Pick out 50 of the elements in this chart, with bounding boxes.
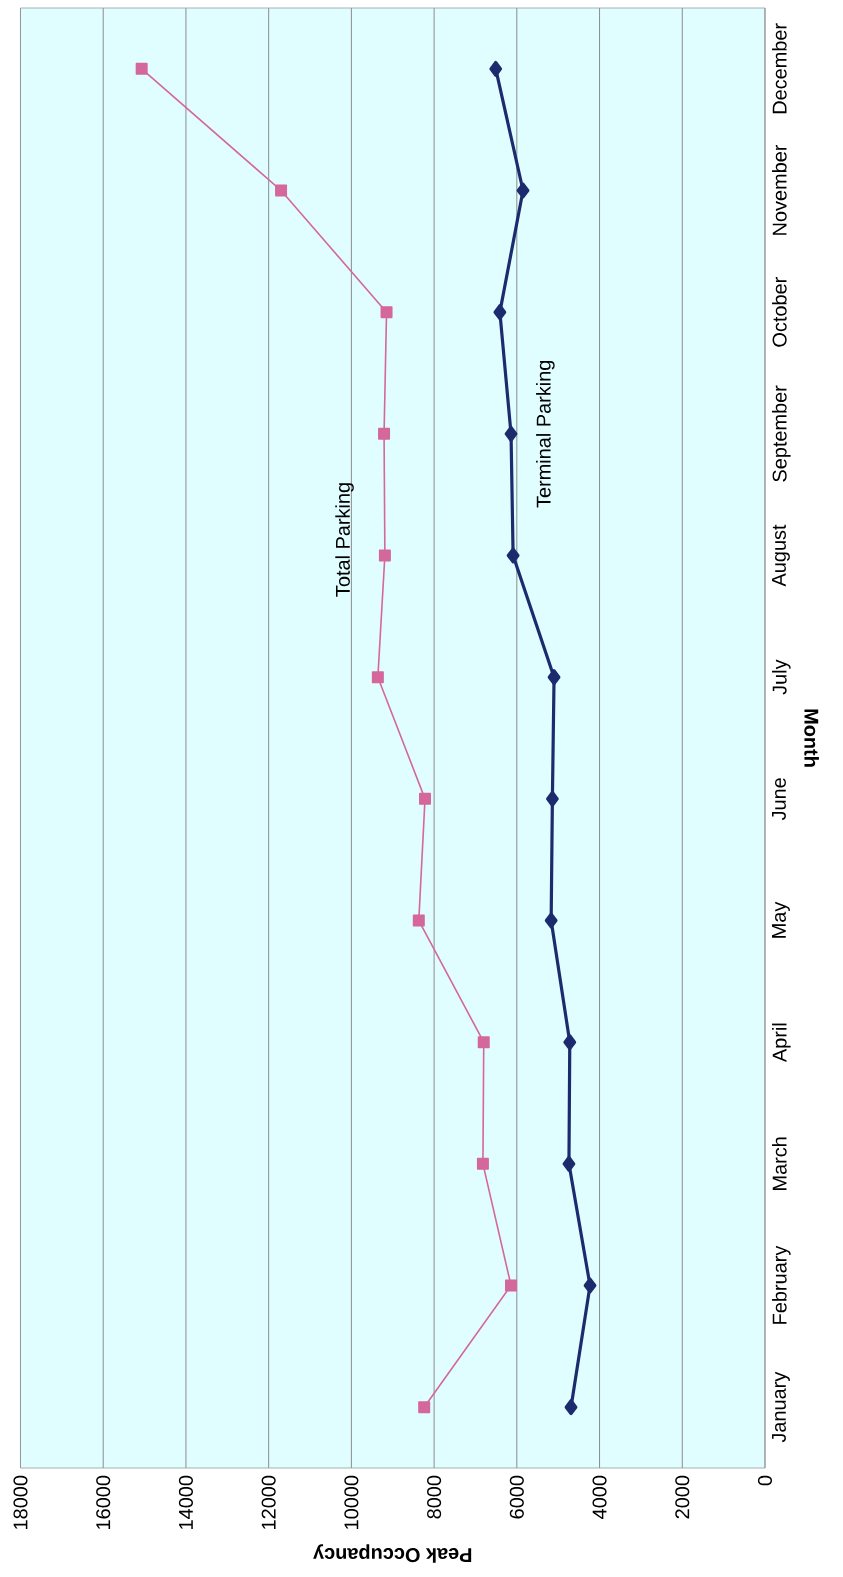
x-tick-label: 6000 — [509, 1475, 524, 1519]
point — [493, 304, 507, 321]
point — [489, 60, 503, 77]
y-tick-label: June — [772, 778, 786, 821]
point — [135, 62, 148, 75]
point — [275, 184, 288, 197]
x-tick-label: 18000 — [13, 1475, 28, 1529]
point — [477, 1036, 490, 1049]
y-tick-label: September — [772, 385, 791, 482]
y-tick-label: April — [772, 1023, 791, 1063]
y-tick-label: March — [772, 1137, 787, 1190]
point — [544, 912, 558, 929]
x-tick-label: 12000 — [261, 1475, 276, 1529]
point — [583, 1277, 597, 1294]
point — [516, 182, 530, 199]
point — [564, 1399, 578, 1416]
x-tick-label: 14000 — [178, 1475, 193, 1529]
y-tick-label: October — [772, 277, 787, 347]
point — [547, 669, 561, 686]
x-tick-label: 4000 — [592, 1475, 607, 1519]
point — [476, 1157, 489, 1170]
text: Terminal Parking — [536, 360, 555, 508]
y-tick-label: May — [772, 901, 790, 938]
point — [563, 1034, 577, 1051]
point — [371, 671, 384, 684]
y-tick-label: January — [772, 1371, 790, 1443]
point — [412, 914, 425, 927]
y-tick-label: August — [772, 524, 790, 587]
x-tick-label: 8000 — [427, 1475, 442, 1519]
point — [505, 1279, 518, 1292]
y-tick-label: July — [772, 659, 791, 695]
y-tick-label: December — [772, 23, 787, 114]
point — [546, 790, 559, 807]
text: Total Parking — [335, 483, 354, 597]
y-tick-label: February — [772, 1245, 791, 1324]
y-axis-title: Month — [804, 709, 819, 767]
point — [419, 792, 431, 805]
point — [504, 425, 518, 442]
point — [380, 306, 393, 319]
point — [506, 547, 520, 564]
point — [378, 427, 391, 440]
x-axis-title: Peak Occupancy — [313, 1544, 472, 1563]
y-tick-label: November — [772, 144, 787, 235]
x-tick-label: 10000 — [344, 1475, 359, 1529]
x-tick-label: 2000 — [675, 1475, 690, 1519]
x-tick-label: 16000 — [96, 1475, 111, 1529]
point — [378, 549, 391, 562]
point — [562, 1155, 576, 1172]
x-tick-label: 0 — [757, 1475, 773, 1486]
point — [418, 1401, 431, 1414]
